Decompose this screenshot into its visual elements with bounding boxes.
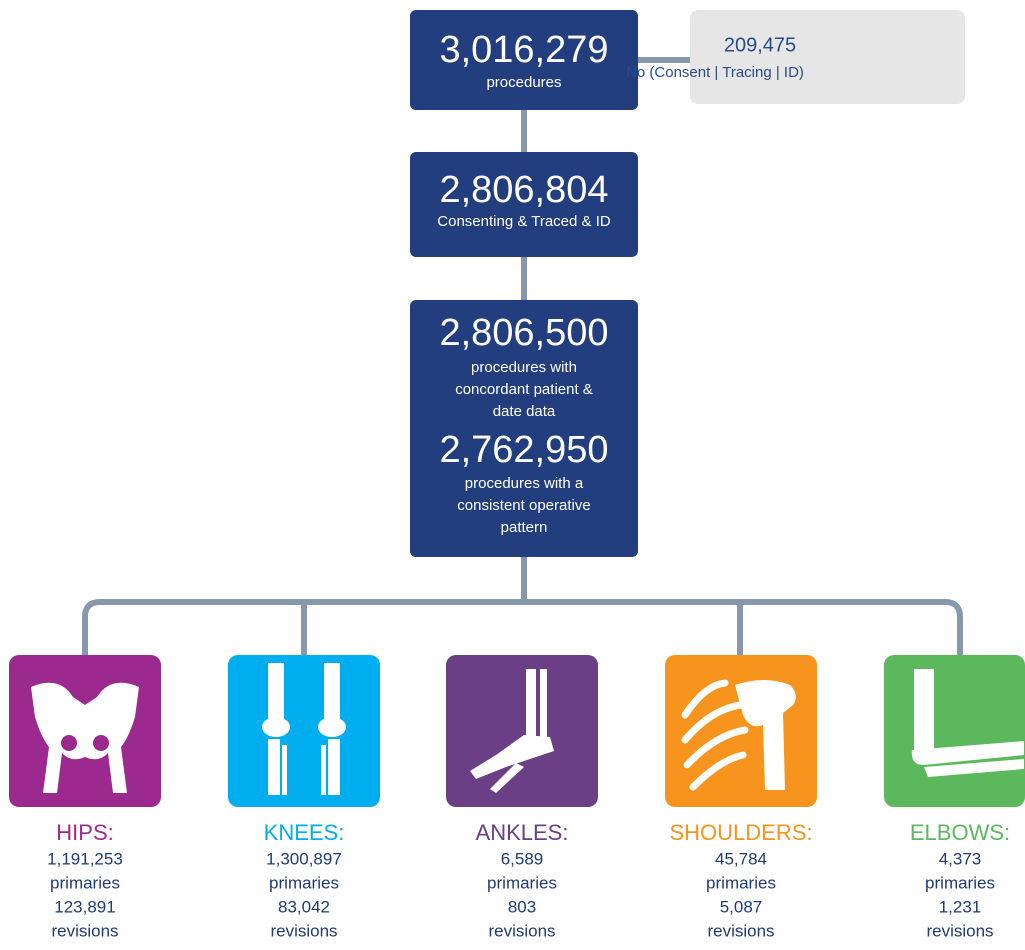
icon-tile (228, 655, 380, 807)
icon-shape (282, 745, 287, 795)
revisions-count: 83,042 (278, 897, 330, 916)
primaries-label: primaries (487, 873, 557, 892)
label: procedures with (471, 359, 577, 376)
label: procedures with a (465, 475, 584, 492)
label: procedures (486, 74, 561, 91)
primaries-count: 6,589 (501, 849, 544, 868)
joint-name: HIPS: (56, 820, 113, 845)
icon-tile (446, 655, 598, 807)
icon-shape (262, 717, 290, 737)
label: Consenting & Traced & ID (437, 213, 611, 230)
icon-shape (328, 739, 340, 795)
icon-shape (318, 717, 346, 737)
joint-icon (665, 655, 817, 807)
revisions-count: 803 (508, 897, 536, 916)
label: pattern (501, 519, 548, 536)
box (690, 10, 965, 104)
primaries-count: 1,300,897 (266, 849, 342, 868)
joint-icon (884, 655, 1025, 807)
joint-icon (446, 655, 598, 807)
primaries-label: primaries (706, 873, 776, 892)
icon-shape (526, 669, 536, 739)
revisions-label: revisions (270, 921, 337, 940)
revisions-count: 123,891 (54, 897, 115, 916)
label: concordant patient & (455, 381, 593, 398)
icon-shape (93, 735, 109, 751)
count: 2,806,804 (439, 169, 608, 211)
joint-name: ANKLES: (476, 820, 569, 845)
joint-name: ELBOWS: (910, 820, 1010, 845)
primaries-count: 45,784 (715, 849, 767, 868)
icon-tile (884, 655, 1025, 807)
joint-name: SHOULDERS: (669, 820, 812, 845)
icon-shape (914, 669, 928, 753)
primaries-label: primaries (925, 873, 995, 892)
icon-shape (321, 745, 326, 795)
icon-shape (540, 669, 547, 739)
revisions-label: revisions (488, 921, 555, 940)
revisions-label: revisions (707, 921, 774, 940)
label: consistent operative (457, 497, 590, 514)
flow-diagram: 3,016,279 procedures 209,475 No (Consent | … (0, 0, 1025, 950)
revisions-count: 1,231 (939, 897, 982, 916)
joint-icon (9, 655, 161, 807)
icon-shape (928, 669, 934, 753)
label: No (Consent | Tracing | ID) (626, 64, 804, 81)
revisions-count: 5,087 (720, 897, 763, 916)
revisions-label: revisions (926, 921, 993, 940)
primaries-count: 1,191,253 (47, 849, 123, 868)
icon-shape (268, 663, 284, 721)
count: 3,016,279 (439, 29, 608, 71)
joint-name: KNEES: (264, 820, 345, 845)
primaries-count: 4,373 (939, 849, 982, 868)
primaries-label: primaries (50, 873, 120, 892)
revisions-label: revisions (51, 921, 118, 940)
label: date data (493, 403, 556, 420)
branch-bus (85, 602, 960, 660)
count: 2,762,950 (439, 429, 608, 471)
icon-shape (324, 663, 340, 721)
count: 209,475 (724, 34, 796, 56)
primaries-label: primaries (269, 873, 339, 892)
icon-shape (268, 739, 280, 795)
icon-shape (61, 735, 77, 751)
joint-icon (228, 655, 380, 807)
count: 2,806,500 (439, 312, 608, 354)
